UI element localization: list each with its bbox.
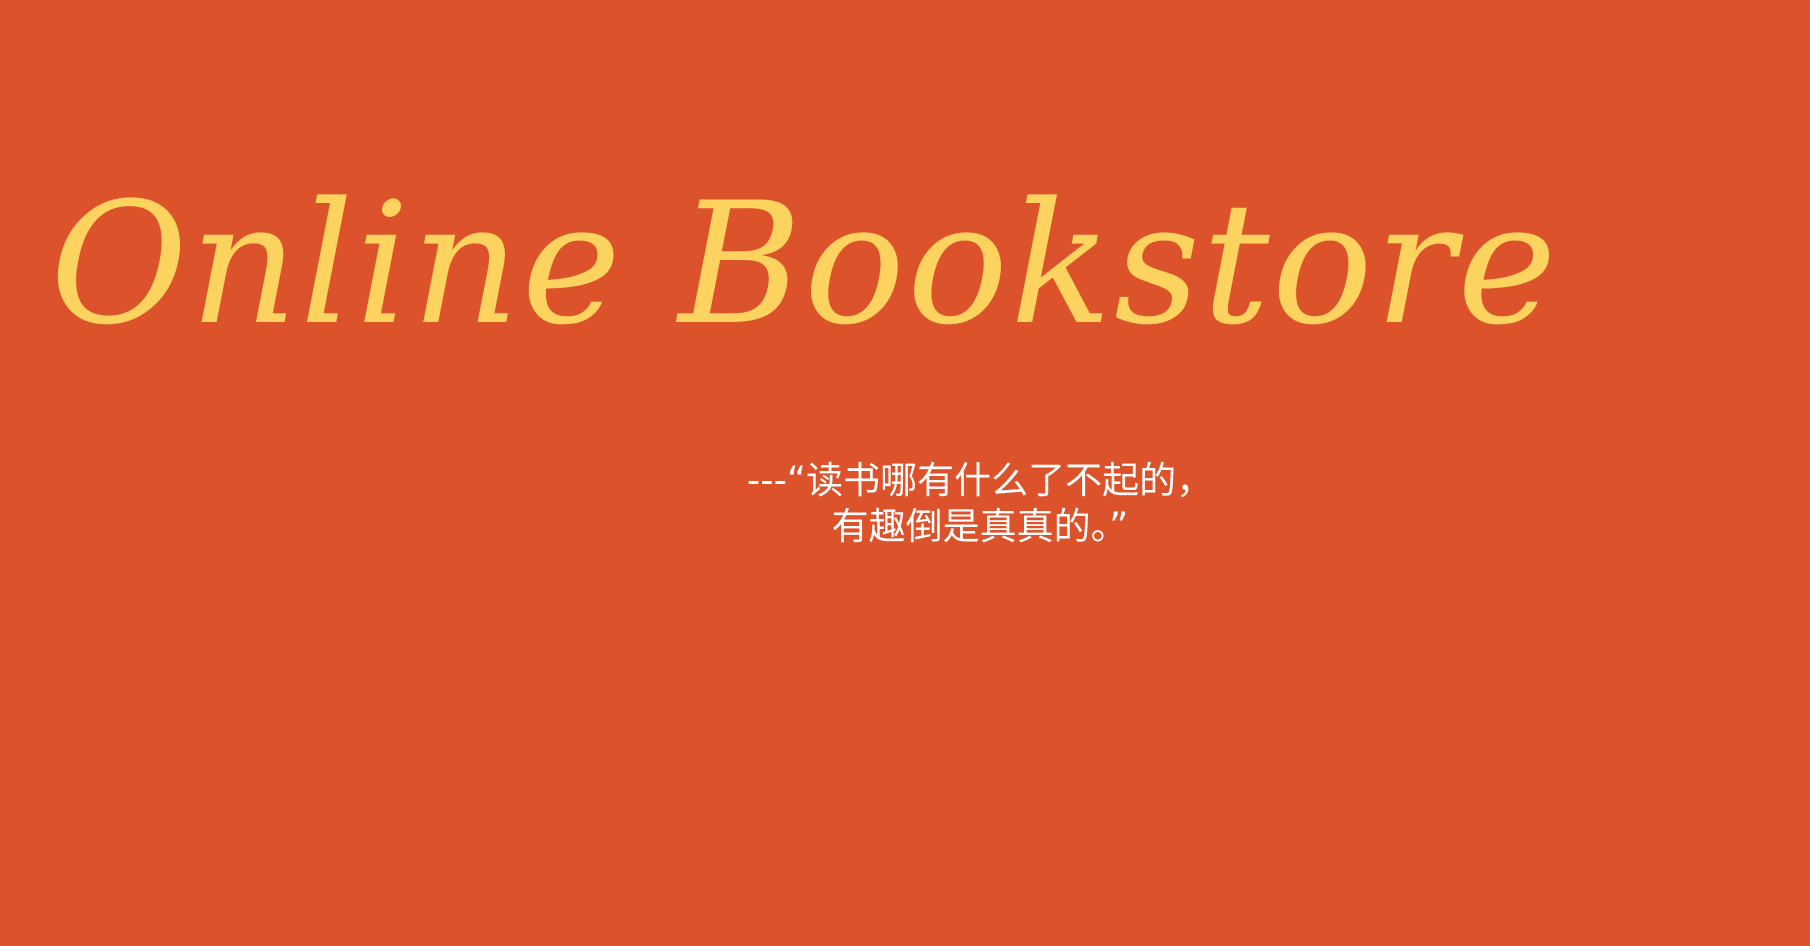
quote-block: ---“读书哪有什么了不起的， 有趣倒是真真的。”: [720, 458, 1240, 550]
quote-line-2: 有趣倒是真真的。”: [831, 505, 1129, 548]
site-title: Online Bookstore: [50, 166, 1559, 362]
quote-line-1: ---“读书哪有什么了不起的，: [746, 459, 1214, 502]
